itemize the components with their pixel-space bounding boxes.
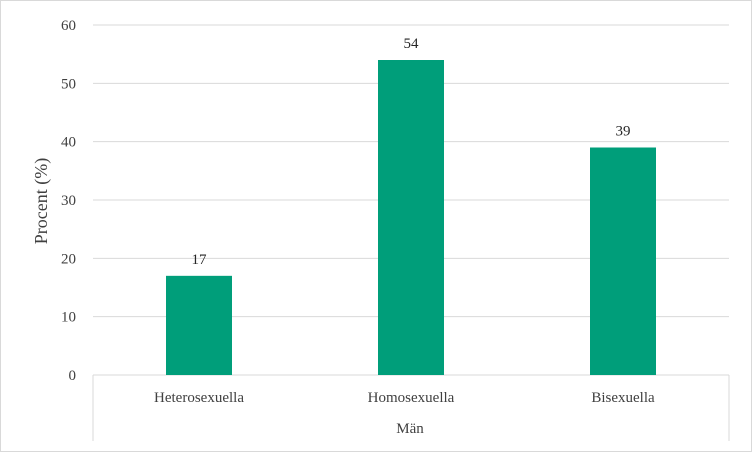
bar-heterosexuella xyxy=(166,275,232,375)
y-tick-label: 40 xyxy=(61,135,76,151)
category-label-bisexuella: Bisexuella xyxy=(591,390,655,406)
y-tick-label: 20 xyxy=(61,251,76,267)
category-labels: Heterosexuella Homosexuella Bisexuella xyxy=(154,390,655,406)
data-label-homosexuella: 54 xyxy=(404,36,420,52)
category-axis xyxy=(92,375,730,441)
bar-homosexuella xyxy=(378,60,444,375)
bars xyxy=(166,60,656,375)
bar-bisexuella xyxy=(590,147,656,375)
category-label-homosexuella: Homosexuella xyxy=(368,390,455,406)
y-tick-label: 60 xyxy=(61,18,76,34)
y-axis-title: Procent (%) xyxy=(31,158,52,244)
category-label-heterosexuella: Heterosexuella xyxy=(154,390,244,406)
data-label-heterosexuella: 17 xyxy=(192,252,208,268)
y-tick-label: 50 xyxy=(61,76,76,92)
data-label-bisexuella: 39 xyxy=(616,124,631,140)
y-tick-label: 30 xyxy=(61,193,76,209)
y-tick-labels: 0 10 20 30 40 50 60 xyxy=(61,18,76,384)
group-label: Män xyxy=(396,421,424,437)
y-tick-label: 0 xyxy=(69,368,77,384)
y-tick-label: 10 xyxy=(61,310,76,326)
data-labels: 17 54 39 xyxy=(192,36,631,268)
